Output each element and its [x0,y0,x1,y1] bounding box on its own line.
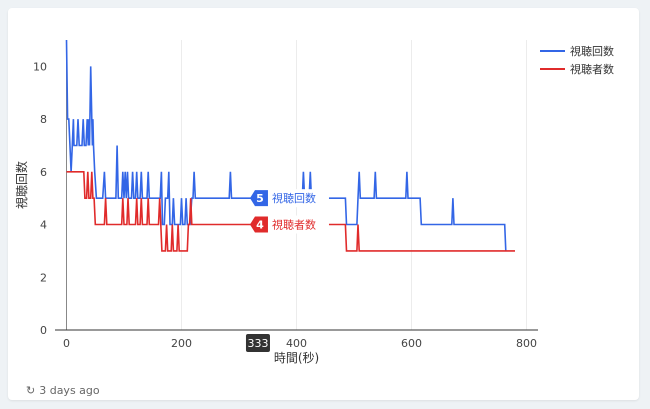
y-tick-label: 8 [40,113,47,126]
tooltip-label: 視聴回数 [272,191,316,205]
y-axis-title: 視聴回数 [14,161,29,209]
tooltip-bg [253,215,329,234]
line-chart[interactable]: 0 200 400 600 8000246810時間(秒)視聴回数視聴回数視聴者数333… [8,8,639,400]
y-tick-label: 2 [40,271,47,284]
tooltip-label: 視聴者数 [272,218,316,232]
tooltip-value-badge [249,216,268,233]
tooltip-value-badge [249,190,268,207]
chart-card: 0 200 400 600 800 0 2 4 6 8 10 時間(秒) 視聴回数 視聴回数 視聴者数 333… [8,8,639,400]
x-tick-label: 400 [286,337,307,350]
y-tick-label: 6 [40,166,47,179]
y-tick-label: 0 [40,324,47,337]
x-axis-title: 時間(秒) [274,351,319,365]
x-tick-label: 600 [401,337,422,350]
y-tick-label: 4 [40,219,47,232]
x-tick-label: 800 [516,337,537,350]
tooltip-value: 5 [256,192,264,205]
tooltip-bg [253,189,329,208]
tooltip-value: 4 [256,219,264,232]
updated-text: 3 days ago [39,384,100,397]
cursor-x-label: 333 [247,337,268,350]
x-tick-label: 200 [171,337,192,350]
x-tick-label: 0 [63,337,70,350]
refresh-icon[interactable]: ↻ [26,384,36,397]
footer: ↻ 3 days ago [26,384,100,397]
series-line-viewers[interactable] [66,171,516,252]
series-line-views[interactable] [65,39,507,251]
cursor-x-badge [245,334,270,352]
legend-label[interactable]: 視聴回数 [570,44,614,58]
legend-label[interactable]: 視聴者数 [570,62,614,76]
y-tick-label: 10 [33,60,47,73]
